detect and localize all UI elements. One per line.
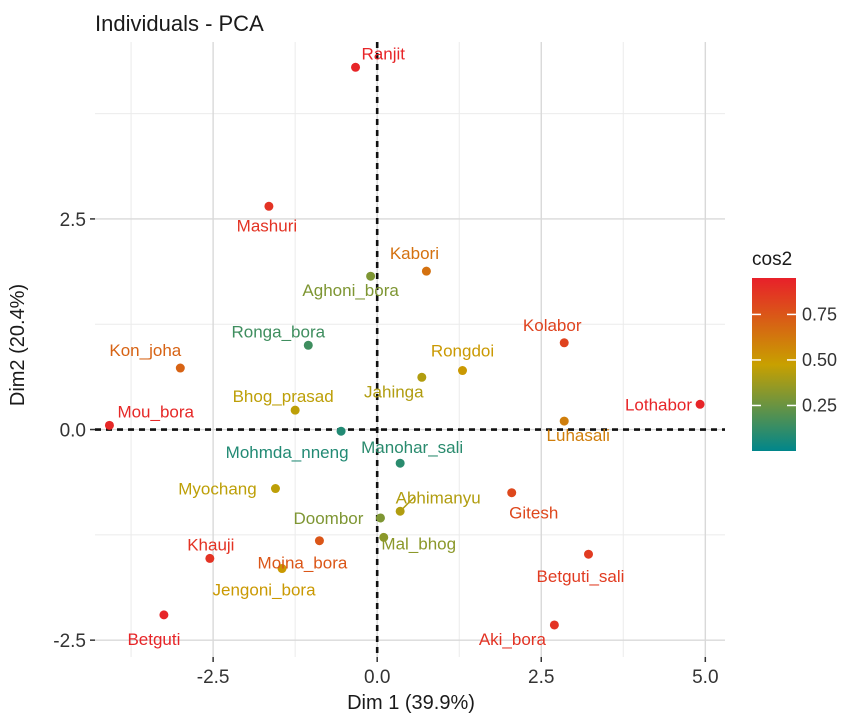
- point-mal-bhog: [379, 532, 389, 542]
- point-aki-bora: [549, 620, 559, 630]
- point-aghoni-bora: [366, 271, 376, 281]
- point-label-luhasali: Luhasali: [547, 426, 610, 445]
- point-luhasali: [559, 416, 569, 426]
- point-mohmda-nneng: [336, 426, 346, 436]
- point-label-khauji: Khauji: [187, 535, 234, 554]
- plot-panel: Ranjit Mashuri Kabori Aghoni_bora Ronga_bora…: [95, 42, 725, 657]
- point-betguti-sali: [584, 549, 593, 559]
- point-labels: Ranjit Mashuri Kabori Aghoni_bora Ronga_bora…: [109, 44, 692, 649]
- point-gitesh: [507, 488, 517, 498]
- legend-tick-label: 0.25: [802, 395, 837, 415]
- point-label-kon-joha: Kon_joha: [109, 341, 181, 360]
- x-tick-label: 2.5: [528, 667, 554, 688]
- point-label-aghoni-bora: Aghoni_bora: [302, 281, 399, 300]
- x-axis: -2.5 0.0 2.5 5.0: [197, 657, 719, 688]
- point-label-lothabor: Lothabor: [625, 395, 692, 414]
- point-label-aki-bora: Aki_bora: [479, 630, 547, 649]
- y-tick-label: -2.5: [53, 631, 86, 652]
- point-label-abhimanyu: Abhimanyu: [396, 488, 481, 507]
- point-kon-joha: [175, 363, 185, 373]
- y-axis-title: Dim2 (20.4%): [7, 284, 29, 406]
- point-khauji: [205, 553, 215, 563]
- point-kolabor: [559, 338, 569, 348]
- point-mou-bora: [104, 420, 114, 430]
- x-tick-label: -2.5: [197, 667, 230, 688]
- point-mashuri: [264, 201, 274, 211]
- chart-title: Individuals - PCA: [95, 11, 264, 36]
- point-label-mohmda-nneng: Mohmda_nneng: [226, 443, 349, 462]
- point-label-jahinga: Jahinga: [364, 382, 424, 401]
- point-jengoni-bora: [277, 564, 287, 574]
- point-manohar-sali: [395, 458, 405, 468]
- x-tick-label: 5.0: [692, 667, 718, 688]
- point-doombor: [375, 513, 385, 523]
- grid-minor: [95, 42, 725, 657]
- x-axis-title: Dim 1 (39.9%): [347, 692, 475, 714]
- point-ranjit: [351, 62, 361, 72]
- point-jahinga: [417, 372, 427, 382]
- legend-ticks: 0.75 0.50 0.25: [752, 304, 837, 415]
- point-myochang: [270, 484, 280, 494]
- point-label-jengoni-bora: Jengoni_bora: [213, 581, 317, 600]
- point-label-myochang: Myochang: [178, 480, 256, 499]
- point-bhog-prasad: [290, 405, 300, 415]
- point-label-mal-bhog: Mal_bhog: [381, 534, 456, 553]
- point-label-manohar-sali: Manohar_sali: [361, 438, 463, 457]
- color-legend: cos2 0.75 0.50 0.25: [752, 249, 837, 451]
- point-label-betguti: Betguti: [127, 630, 180, 649]
- point-betguti: [159, 610, 169, 620]
- y-axis: -2.5 0.0 2.5: [53, 210, 95, 652]
- point-moina-bora: [314, 536, 324, 546]
- point-label-mashuri: Mashuri: [237, 216, 297, 235]
- point-label-ranjit: Ranjit: [362, 44, 406, 63]
- legend-tick-label: 0.50: [802, 350, 837, 370]
- legend-colorbar: [752, 278, 796, 451]
- legend-tick-label: 0.75: [802, 304, 837, 324]
- point-label-kabori: Kabori: [390, 244, 439, 263]
- point-label-doombor: Doombor: [294, 509, 364, 528]
- legend-title: cos2: [752, 249, 792, 270]
- y-tick-label: 2.5: [60, 210, 86, 231]
- point-label-moina-bora: Moina_bora: [258, 554, 348, 573]
- grid-major: [95, 42, 725, 657]
- point-label-betguti-sali: Betguti_sali: [537, 567, 625, 586]
- point-label-mou-bora: Mou_bora: [117, 402, 194, 421]
- point-label-ronga-bora: Ronga_bora: [231, 322, 325, 341]
- point-label-rongdoi: Rongdoi: [431, 342, 494, 361]
- point-ronga-bora: [303, 340, 313, 350]
- point-label-gitesh: Gitesh: [509, 504, 558, 523]
- reference-lines: [95, 42, 725, 657]
- x-tick-label: 0.0: [364, 667, 390, 688]
- point-label-bhog-prasad: Bhog_prasad: [233, 387, 334, 406]
- data-points: [104, 62, 705, 630]
- point-lothabor: [695, 399, 705, 409]
- point-rongdoi: [458, 366, 467, 376]
- y-tick-label: 0.0: [60, 421, 86, 442]
- point-kabori: [421, 266, 431, 276]
- label-connector: [399, 496, 415, 512]
- point-label-kolabor: Kolabor: [523, 316, 582, 335]
